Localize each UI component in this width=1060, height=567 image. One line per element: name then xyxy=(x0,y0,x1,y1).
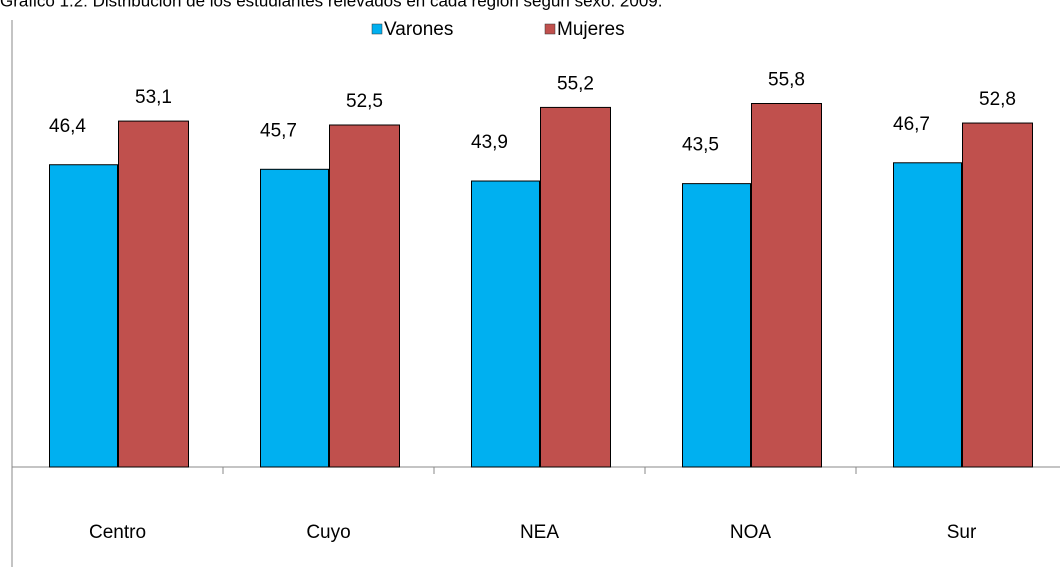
bar xyxy=(329,124,400,468)
x-tick-label: Sur xyxy=(947,522,977,543)
bar xyxy=(471,180,540,468)
x-tick-label: Centro xyxy=(89,522,146,543)
legend-swatch xyxy=(371,23,383,35)
value-label: 46,4 xyxy=(49,116,86,137)
value-label: 52,5 xyxy=(346,91,383,112)
bar xyxy=(540,106,611,468)
bar xyxy=(962,122,1033,468)
value-label: 46,7 xyxy=(893,114,930,135)
x-tick-label: NEA xyxy=(520,522,559,543)
bar xyxy=(893,162,962,468)
value-label: 55,2 xyxy=(557,73,594,94)
chart-title: Gráfico 1.2: Distribución de los estudia… xyxy=(0,0,662,10)
bar xyxy=(118,120,189,468)
value-label: 53,1 xyxy=(135,87,172,108)
value-label: 45,7 xyxy=(260,120,297,141)
value-label: 52,8 xyxy=(979,89,1016,110)
value-label: 55,8 xyxy=(768,70,805,91)
legend-label: Mujeres xyxy=(557,19,625,40)
bar xyxy=(682,183,751,468)
legend-label: Varones xyxy=(384,19,453,40)
value-label: 43,9 xyxy=(471,132,508,153)
bar xyxy=(751,103,822,468)
x-tick-label: NOA xyxy=(730,522,772,543)
value-label: 43,5 xyxy=(682,135,719,156)
x-tick-label: Cuyo xyxy=(306,522,350,543)
bar xyxy=(49,164,118,468)
bar xyxy=(260,168,329,468)
legend-swatch xyxy=(544,23,556,35)
